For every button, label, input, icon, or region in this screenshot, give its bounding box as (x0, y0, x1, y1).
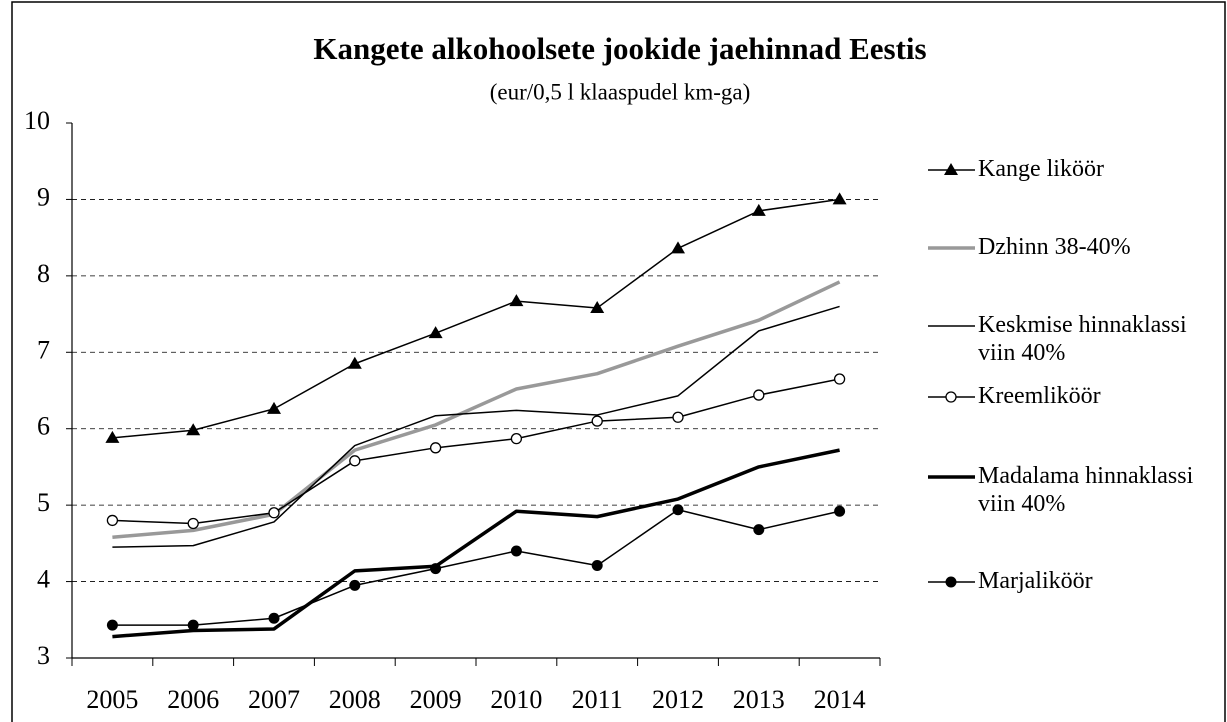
marker (672, 504, 684, 516)
legend-label: Kreemliköör (978, 383, 1101, 409)
marker (429, 442, 442, 454)
series-line (112, 305, 840, 548)
marker (945, 576, 957, 588)
series-line (112, 198, 840, 439)
legend-label: Marjaliköör (978, 568, 1093, 594)
y-tick-label: 9 (37, 182, 50, 211)
x-tick-label: 2013 (733, 685, 785, 714)
marker (944, 163, 958, 175)
marker (349, 455, 361, 467)
marker (106, 514, 119, 527)
x-tick-label: 2007 (248, 685, 300, 714)
marker (510, 432, 523, 445)
series-line (112, 378, 840, 525)
x-tick-label: 2011 (572, 685, 623, 714)
y-tick-label: 7 (37, 335, 50, 364)
legend-label: Keskmise hinnaklassi viin 40% (978, 312, 1187, 366)
marker (349, 579, 361, 591)
y-tick-label: 8 (37, 259, 50, 288)
marker (186, 423, 201, 436)
legend-label: Madalama hinnaklassi viin 40% (978, 463, 1194, 517)
y-tick-label: 10 (24, 106, 50, 135)
marker (268, 507, 280, 519)
marker (510, 545, 522, 557)
marker (672, 411, 684, 423)
marker (591, 415, 603, 427)
marker (751, 203, 766, 216)
y-tick-label: 3 (37, 641, 50, 670)
chart-border (11, 1, 1226, 722)
marker (430, 563, 442, 575)
y-tick-label: 5 (37, 488, 50, 517)
legend-label: Kange liköör (978, 156, 1104, 182)
legend-label: Dzhinn 38-40% (978, 234, 1131, 260)
x-tick-label: 2009 (410, 685, 462, 714)
marker (832, 192, 847, 205)
y-tick-label: 4 (37, 565, 50, 594)
x-tick-label: 2008 (329, 685, 381, 714)
marker (105, 430, 120, 443)
x-tick-label: 2014 (814, 685, 866, 714)
marker (834, 505, 846, 517)
marker (833, 373, 846, 385)
series-line (112, 508, 840, 626)
x-tick-label: 2005 (86, 685, 138, 714)
y-tick-label: 6 (37, 412, 50, 441)
marker (187, 619, 199, 631)
marker (590, 300, 605, 313)
chart-subtitle: (eur/0,5 l klaaspudel km-ga) (490, 79, 751, 104)
series-line (112, 448, 840, 639)
marker (509, 294, 524, 307)
x-tick-label: 2012 (652, 685, 704, 714)
marker (428, 326, 443, 339)
marker (267, 401, 281, 414)
marker (591, 560, 603, 572)
marker (187, 517, 199, 530)
marker (753, 389, 765, 401)
chart-title: Kangete alkohoolsete jookide jaehinnad E… (313, 31, 926, 66)
marker (753, 524, 765, 536)
marker (671, 241, 685, 254)
marker (268, 612, 280, 624)
marker (347, 356, 362, 369)
x-tick-label: 2010 (490, 685, 542, 714)
series-line (112, 280, 841, 539)
marker (945, 391, 957, 403)
x-tick-label: 2006 (167, 685, 219, 714)
marker (106, 619, 118, 631)
